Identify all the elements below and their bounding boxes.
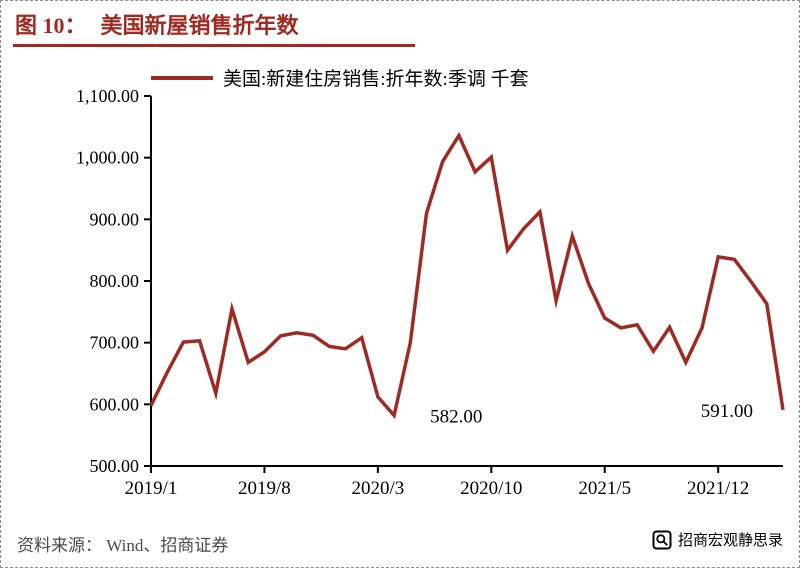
y-tick-label: 1,000.00 [76, 148, 139, 168]
data-label: 591.00 [701, 401, 753, 422]
brand-watermark: 招商宏观静思录 [652, 529, 783, 550]
figure-title: 图 10： 美国新屋销售折年数 [15, 8, 299, 40]
data-label: 582.00 [430, 406, 482, 427]
x-tick-label: 2020/10 [460, 478, 522, 499]
legend-label: 美国:新建住房销售:折年数:季调 千套 [223, 69, 529, 90]
y-tick-label: 700.00 [90, 333, 140, 353]
y-tick-label: 900.00 [90, 209, 140, 229]
y-tick-label: 1,100.00 [76, 86, 139, 106]
brand-name: 招商宏观静思录 [677, 533, 783, 549]
x-tick-label: 2019/8 [238, 478, 291, 499]
series-line [149, 131, 785, 420]
magnifier-logo-icon [652, 530, 672, 549]
x-tick-label: 2020/3 [351, 478, 404, 499]
figure-number: 图 10： [15, 13, 87, 38]
legend-line-swatch [151, 75, 213, 80]
figure-title-text: 美国新屋销售折年数 [100, 13, 299, 38]
y-tick-label: 600.00 [90, 394, 140, 414]
data-source-note: 资料来源： Wind、招商证券 [17, 536, 229, 555]
title-underline-rule [13, 44, 415, 47]
legend: 美国:新建住房销售:折年数:季调 千套 [151, 64, 529, 91]
x-tick-label: 2021/5 [578, 478, 631, 499]
y-tick-label: 800.00 [90, 271, 140, 291]
x-tick-label: 2019/1 [125, 478, 178, 499]
y-tick-label: 500.00 [90, 456, 140, 476]
x-tick-label: 2021/12 [687, 478, 749, 499]
